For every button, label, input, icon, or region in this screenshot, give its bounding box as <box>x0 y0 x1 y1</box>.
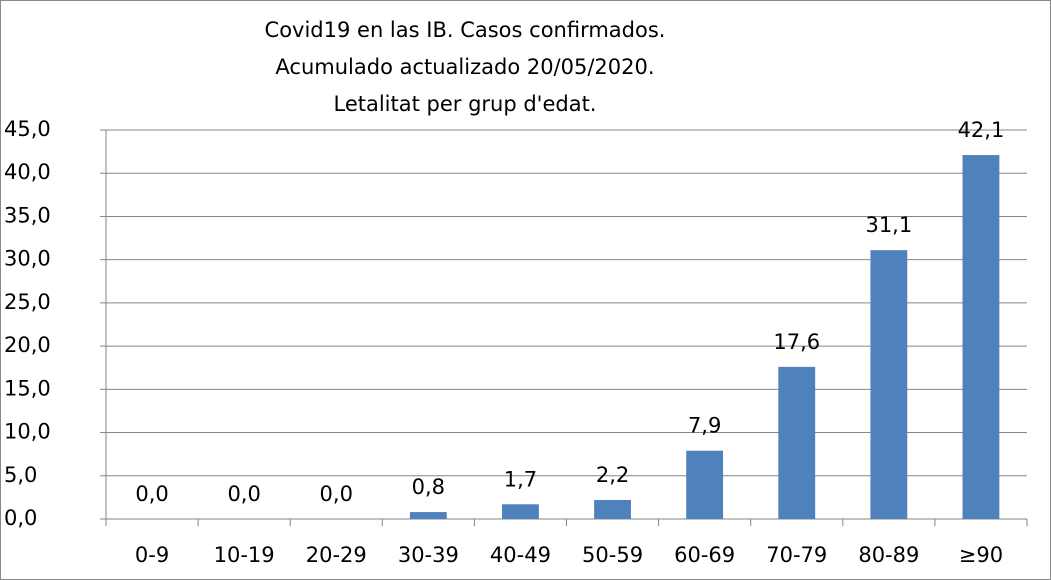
data-label: 31,1 <box>865 213 912 237</box>
chart-title: Covid19 en las IB. Casos confirmados. <box>265 18 666 42</box>
chart-title: Letalitat per grup d'edat. <box>333 92 596 116</box>
x-tick-label: ≥90 <box>959 543 1003 567</box>
chart-title: Acumulado actualizado 20/05/2020. <box>275 55 654 79</box>
bar <box>962 155 1000 519</box>
x-tick-label: 30-39 <box>398 543 459 567</box>
y-tick-label: 35,0 <box>4 203 51 227</box>
data-label: 0,0 <box>320 482 353 506</box>
x-tick-label: 10-19 <box>214 543 275 567</box>
data-label: 0,0 <box>135 482 168 506</box>
bar <box>409 512 447 519</box>
x-tick-label: 60-69 <box>674 543 735 567</box>
x-tick-label: 50-59 <box>582 543 643 567</box>
x-tick-label: 0-9 <box>135 543 169 567</box>
data-label: 2,2 <box>596 463 629 487</box>
y-tick-label: 30,0 <box>4 247 51 271</box>
y-tick-label: 5,0 <box>4 463 37 487</box>
x-tick-label: 20-29 <box>306 543 367 567</box>
bar <box>778 366 816 519</box>
data-label: 17,6 <box>773 330 820 354</box>
y-tick-label: 15,0 <box>4 376 51 400</box>
y-tick-label: 20,0 <box>4 333 51 357</box>
bar <box>870 250 908 519</box>
x-tick-label: 70-79 <box>766 543 827 567</box>
x-tick-label: 80-89 <box>858 543 919 567</box>
data-label: 0,0 <box>227 482 260 506</box>
y-tick-label: 45,0 <box>4 117 51 141</box>
y-tick-label: 0,0 <box>4 506 37 530</box>
bar <box>594 499 631 519</box>
bar <box>686 450 724 519</box>
y-tick-label: 25,0 <box>4 290 51 314</box>
y-tick-label: 40,0 <box>4 160 51 184</box>
data-label: 1,7 <box>504 467 537 491</box>
y-tick-label: 10,0 <box>4 420 51 444</box>
data-label: 7,9 <box>688 414 721 438</box>
data-label: 0,8 <box>412 475 445 499</box>
bar <box>502 504 539 519</box>
data-label: 42,1 <box>958 118 1005 142</box>
x-tick-label: 40-49 <box>490 543 551 567</box>
